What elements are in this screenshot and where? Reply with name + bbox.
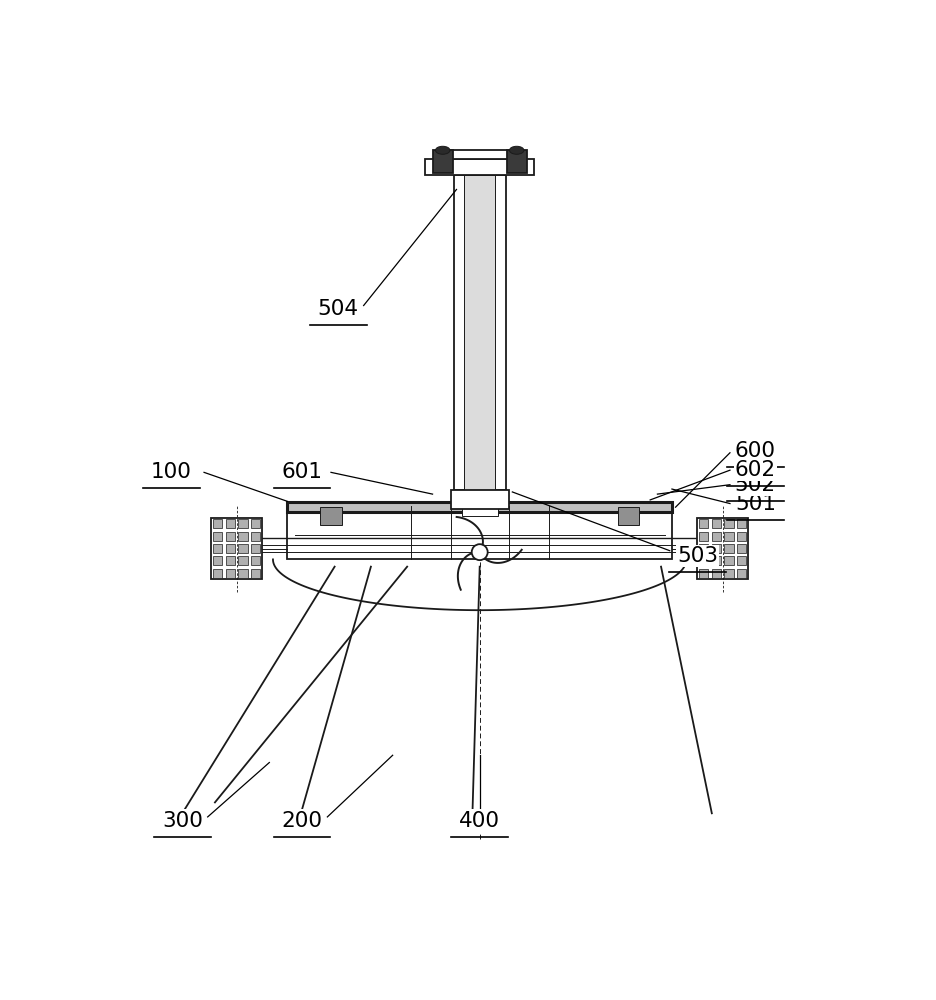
Bar (699, 544, 709, 553)
Text: 501: 501 (735, 494, 776, 514)
Bar (213, 532, 222, 541)
Bar (699, 519, 709, 528)
Bar (239, 544, 248, 553)
Bar (724, 519, 734, 528)
Bar (320, 507, 342, 525)
Bar (711, 532, 721, 541)
Bar (618, 507, 639, 525)
Bar (724, 556, 734, 565)
Bar (711, 519, 721, 528)
Bar (212, 518, 262, 579)
Bar (287, 502, 672, 512)
Bar (213, 556, 222, 565)
Bar (251, 544, 260, 553)
Bar (738, 556, 746, 565)
Text: 200: 200 (282, 811, 323, 831)
Bar (461, 496, 498, 516)
Bar (699, 556, 709, 565)
Bar (226, 556, 235, 565)
Text: 503: 503 (677, 546, 718, 566)
Bar (239, 569, 248, 578)
Bar (454, 175, 505, 490)
Bar (425, 159, 534, 175)
Text: 100: 100 (151, 462, 192, 482)
Bar (506, 150, 527, 173)
Bar (711, 556, 721, 565)
Bar (711, 544, 721, 553)
Bar (451, 150, 509, 159)
Bar (724, 569, 734, 578)
Bar (738, 569, 746, 578)
Text: 400: 400 (460, 811, 500, 831)
Bar (226, 569, 235, 578)
Bar (226, 532, 235, 541)
Bar (239, 532, 248, 541)
Bar (251, 556, 260, 565)
Bar (213, 519, 222, 528)
Text: 300: 300 (162, 811, 203, 831)
Bar (697, 518, 748, 579)
Bar (699, 569, 709, 578)
Text: 504: 504 (317, 299, 358, 319)
Text: 601: 601 (282, 462, 323, 482)
Bar (711, 569, 721, 578)
Text: 602: 602 (735, 460, 776, 480)
Bar (432, 150, 453, 173)
Bar (213, 544, 222, 553)
Bar (213, 569, 222, 578)
Ellipse shape (435, 146, 450, 154)
Text: 600: 600 (735, 441, 776, 461)
Bar (251, 532, 260, 541)
Bar (738, 532, 746, 541)
Circle shape (472, 544, 488, 560)
Bar (724, 532, 734, 541)
Bar (251, 569, 260, 578)
Ellipse shape (509, 146, 524, 154)
Bar (226, 519, 235, 528)
Bar (226, 544, 235, 553)
Bar (239, 556, 248, 565)
Bar (699, 532, 709, 541)
Bar (738, 519, 746, 528)
Text: 502: 502 (735, 475, 776, 495)
Bar (724, 544, 734, 553)
Bar (239, 519, 248, 528)
Bar (251, 519, 260, 528)
Bar (451, 490, 509, 509)
Bar (287, 505, 672, 559)
Bar (738, 544, 746, 553)
Bar (464, 175, 495, 490)
